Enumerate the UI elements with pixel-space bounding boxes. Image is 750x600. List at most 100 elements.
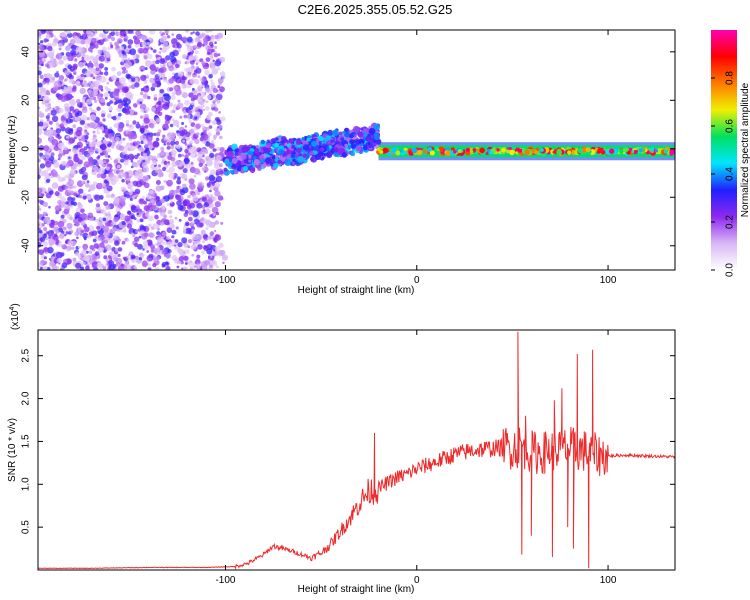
noise-point <box>209 160 213 164</box>
noise-point <box>205 157 209 161</box>
noise-point <box>214 220 219 225</box>
noise-point <box>115 31 120 36</box>
tone-point <box>309 150 314 156</box>
noise-point <box>45 33 51 39</box>
noise-point <box>170 140 175 146</box>
noise-point <box>165 253 171 259</box>
noise-point <box>160 221 165 226</box>
tone-point <box>298 153 303 157</box>
noise-point <box>169 135 175 142</box>
noise-point <box>176 200 183 207</box>
noise-point <box>79 152 83 156</box>
noise-point <box>64 174 68 178</box>
spectrogram-x-ticks: -100 0 100 <box>215 30 617 286</box>
noise-point <box>201 167 206 172</box>
noise-point <box>129 48 137 56</box>
noise-point <box>169 115 173 119</box>
noise-point <box>111 142 116 146</box>
noise-point <box>79 232 83 236</box>
noise-point <box>72 257 77 262</box>
noise-point <box>121 51 125 55</box>
x-tick-label: 0 <box>414 275 420 286</box>
noise-point <box>58 59 64 65</box>
tone-point <box>296 139 302 145</box>
noise-point <box>65 118 72 124</box>
noise-point <box>94 147 99 152</box>
noise-point <box>106 215 112 221</box>
colorbar-tick-label: 0.6 <box>725 119 736 133</box>
noise-point <box>47 45 53 52</box>
noise-point <box>86 180 90 184</box>
noise-point <box>213 134 218 139</box>
noise-point <box>111 74 117 81</box>
noise-point <box>155 196 160 201</box>
noise-point <box>86 132 90 136</box>
noise-point <box>53 80 61 88</box>
noise-point <box>113 123 119 129</box>
noise-point <box>204 80 209 85</box>
noise-point <box>184 178 188 182</box>
noise-point <box>175 160 182 167</box>
noise-point <box>59 123 64 128</box>
noise-point <box>88 90 94 97</box>
noise-point <box>163 78 168 83</box>
noise-point <box>153 94 158 98</box>
noise-point <box>181 186 189 194</box>
noise-point <box>94 236 98 239</box>
noise-point <box>62 152 66 156</box>
noise-point <box>85 45 89 48</box>
tone-point <box>245 146 251 151</box>
noise-point <box>107 143 112 148</box>
noise-point <box>140 69 144 72</box>
noise-point <box>197 244 203 250</box>
noise-point <box>80 114 88 122</box>
noise-point <box>87 212 94 219</box>
noise-point <box>192 94 198 100</box>
noise-point <box>59 233 65 239</box>
noise-point <box>214 45 218 50</box>
noise-point <box>123 102 129 108</box>
noise-point <box>94 251 100 256</box>
noise-point <box>214 41 217 44</box>
noise-point <box>110 169 114 172</box>
noise-point <box>77 217 83 223</box>
noise-point <box>161 262 167 267</box>
noise-point <box>142 47 149 54</box>
noise-point <box>95 205 102 212</box>
noise-point <box>121 221 126 226</box>
noise-point <box>40 46 45 51</box>
noise-point <box>67 32 73 38</box>
noise-point <box>51 264 58 270</box>
tone-point <box>506 149 511 154</box>
tone-point <box>379 150 384 154</box>
noise-point <box>185 227 192 235</box>
noise-point <box>57 157 61 161</box>
tone-point <box>350 143 357 149</box>
noise-point <box>177 176 181 181</box>
tone-point <box>596 150 600 154</box>
noise-point <box>151 155 157 161</box>
noise-point <box>46 52 50 56</box>
noise-point <box>150 244 155 250</box>
noise-point <box>148 37 152 41</box>
noise-point <box>130 142 134 146</box>
noise-point <box>175 140 179 145</box>
noise-point <box>60 252 65 257</box>
noise-point <box>41 223 45 227</box>
noise-point <box>192 195 199 202</box>
tone-point <box>479 147 486 154</box>
noise-point <box>62 55 68 61</box>
noise-point <box>74 128 78 132</box>
noise-point <box>200 217 205 222</box>
noise-point <box>63 112 70 119</box>
noise-point <box>158 93 163 98</box>
noise-point <box>188 120 192 124</box>
noise-point <box>171 229 177 235</box>
noise-point <box>188 92 194 98</box>
tone-point <box>253 158 260 166</box>
tone-point <box>327 140 332 145</box>
noise-point <box>134 162 139 168</box>
noise-point <box>165 265 171 270</box>
noise-point <box>208 255 211 259</box>
noise-point <box>169 215 173 219</box>
